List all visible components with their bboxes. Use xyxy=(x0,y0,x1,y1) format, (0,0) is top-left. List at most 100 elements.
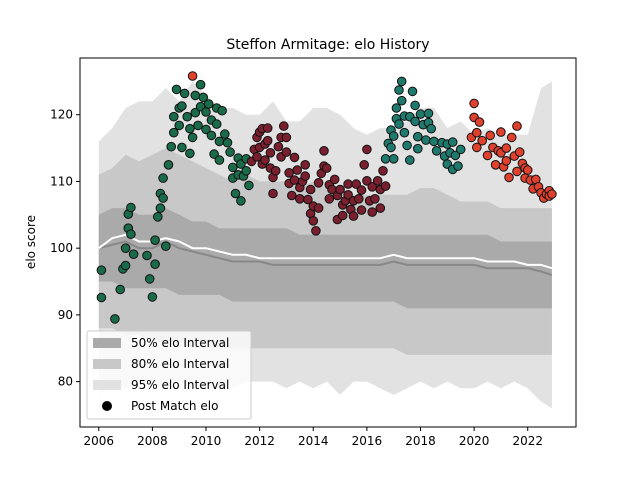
data-point xyxy=(144,274,155,284)
data-point xyxy=(370,194,380,204)
series-3 xyxy=(187,71,557,203)
data-point xyxy=(281,147,292,157)
y-tick-label: 100 xyxy=(50,241,73,255)
y-tick-label: 90 xyxy=(58,308,73,322)
data-point xyxy=(305,184,316,195)
data-point xyxy=(270,166,281,176)
x-tick-label: 2008 xyxy=(137,434,168,448)
data-point xyxy=(126,202,136,213)
data-point xyxy=(220,129,230,139)
data-point xyxy=(158,173,168,183)
data-point xyxy=(354,194,364,204)
data-point xyxy=(490,160,501,170)
data-point xyxy=(413,143,423,154)
data-point xyxy=(501,156,512,166)
data-point xyxy=(120,243,131,253)
x-axis-ticks: 2006 2008 2010 2012 2014 2016 2018 2020 2022 xyxy=(83,427,543,448)
data-point xyxy=(402,140,412,151)
data-point xyxy=(166,141,176,152)
data-point xyxy=(472,142,482,153)
data-point xyxy=(380,181,391,191)
data-point xyxy=(142,250,152,261)
plot-area xyxy=(96,71,557,409)
data-point xyxy=(348,211,359,221)
data-point xyxy=(351,179,362,189)
legend-marker-post-match xyxy=(102,401,112,411)
data-point xyxy=(268,188,278,199)
data-point xyxy=(477,135,488,146)
series-1 xyxy=(246,121,391,236)
data-point xyxy=(217,105,227,116)
data-point xyxy=(313,203,324,213)
y-tick-label: 110 xyxy=(50,174,73,188)
mean-line xyxy=(98,233,553,270)
data-point xyxy=(96,265,107,276)
data-point xyxy=(343,190,353,200)
data-point xyxy=(241,166,251,176)
data-point xyxy=(177,142,187,153)
data-point xyxy=(380,154,391,164)
data-point xyxy=(128,249,139,259)
data-point xyxy=(300,171,311,181)
data-point xyxy=(388,131,399,141)
data-point xyxy=(455,144,466,155)
data-point xyxy=(284,168,294,178)
data-point xyxy=(203,99,214,109)
data-point xyxy=(421,135,431,145)
y-tick-label: 120 xyxy=(50,108,73,122)
data-point xyxy=(169,111,179,122)
legend-swatch-50 xyxy=(93,338,121,348)
data-point xyxy=(174,120,184,131)
data-point xyxy=(190,90,201,101)
data-point xyxy=(472,127,482,138)
data-point xyxy=(187,71,198,81)
data-point xyxy=(501,143,512,153)
data-point xyxy=(308,216,319,226)
data-point xyxy=(273,141,284,152)
data-point xyxy=(431,146,442,156)
x-tick-label: 2010 xyxy=(191,434,222,448)
data-point xyxy=(262,135,273,146)
data-point xyxy=(496,127,506,137)
data-point xyxy=(198,92,209,103)
data-point xyxy=(214,155,225,165)
data-point xyxy=(279,121,289,131)
data-point xyxy=(120,260,131,271)
series-0 xyxy=(96,79,254,324)
data-point xyxy=(185,148,195,159)
data-point xyxy=(522,165,533,175)
data-point xyxy=(161,241,171,251)
data-point xyxy=(321,163,332,173)
data-point xyxy=(155,203,166,213)
legend-label-95: 95% elo Interval xyxy=(131,378,229,392)
interval-bands xyxy=(98,81,552,409)
data-point xyxy=(514,147,525,157)
x-tick-label: 2006 xyxy=(83,434,114,448)
data-point xyxy=(206,130,217,141)
data-point xyxy=(399,127,410,138)
data-point xyxy=(396,95,407,106)
data-point xyxy=(356,185,367,195)
data-point xyxy=(394,119,404,129)
axes-frame xyxy=(79,57,577,428)
legend-swatch-95 xyxy=(93,380,121,390)
data-point xyxy=(313,178,324,188)
data-point xyxy=(375,203,386,213)
data-point xyxy=(260,155,270,165)
data-point xyxy=(96,292,107,303)
data-point xyxy=(193,120,203,131)
y-tick-label: 80 xyxy=(58,375,73,389)
data-point xyxy=(413,131,423,142)
data-point xyxy=(504,172,514,183)
data-point xyxy=(158,193,168,203)
data-point xyxy=(303,194,313,205)
data-point xyxy=(372,176,383,186)
data-point xyxy=(292,165,303,175)
data-point xyxy=(228,162,238,173)
data-point xyxy=(474,117,485,127)
data-point xyxy=(265,148,276,158)
data-point xyxy=(187,132,198,143)
data-point xyxy=(201,124,211,135)
data-point xyxy=(195,79,206,90)
data-point xyxy=(211,119,222,129)
